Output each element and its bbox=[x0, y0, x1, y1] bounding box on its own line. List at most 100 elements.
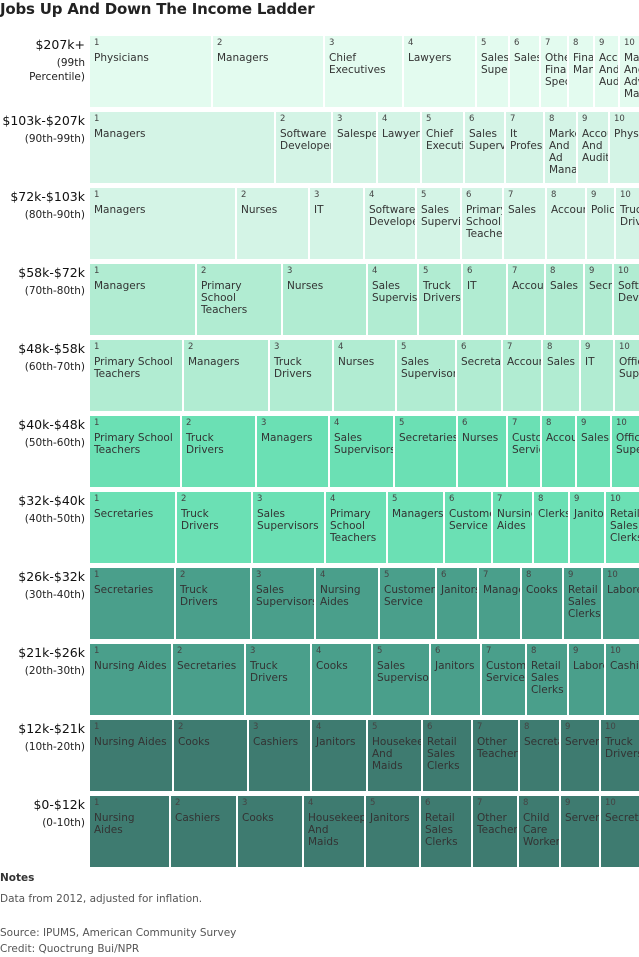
job-cell[interactable]: 4 Sales Supervisors bbox=[368, 264, 419, 335]
job-cell[interactable]: 6 IT bbox=[463, 264, 508, 335]
job-cell[interactable]: 10 Truck Drivers bbox=[601, 720, 639, 791]
job-cell[interactable]: 4 Primary School Teachers bbox=[326, 492, 388, 563]
job-cell[interactable]: 4 Housekeepers And Maids bbox=[304, 796, 366, 867]
job-cell[interactable]: 4 Cooks bbox=[312, 644, 373, 715]
job-cell[interactable]: 6 Janitors bbox=[431, 644, 482, 715]
job-cell[interactable]: 6 Sales bbox=[510, 36, 541, 107]
job-cell[interactable]: 3 Sales Supervisors bbox=[252, 568, 316, 639]
job-cell[interactable]: 4 Sales Supervisors bbox=[330, 416, 395, 487]
job-cell[interactable]: 4 Lawyers bbox=[378, 112, 422, 183]
job-cell[interactable]: 1 Managers bbox=[90, 188, 237, 259]
job-cell[interactable]: 4 Janitors bbox=[312, 720, 368, 791]
job-cell[interactable]: 6 Customer Service bbox=[445, 492, 493, 563]
job-cell[interactable]: 10 Office Supervisors bbox=[612, 416, 639, 487]
job-cell[interactable]: 10 Software Developers bbox=[614, 264, 639, 335]
job-cell[interactable]: 8 Retail Sales Clerks bbox=[527, 644, 569, 715]
job-cell[interactable]: 1 Managers bbox=[90, 112, 276, 183]
job-cell[interactable]: 6 Retail Sales Clerks bbox=[421, 796, 473, 867]
job-cell[interactable]: 4 Software Developers bbox=[365, 188, 417, 259]
job-cell[interactable]: 1 Nursing Aides bbox=[90, 720, 174, 791]
job-cell[interactable]: 5 Secretaries bbox=[395, 416, 458, 487]
job-cell[interactable]: 5 Managers bbox=[388, 492, 445, 563]
job-cell[interactable]: 3 IT bbox=[310, 188, 365, 259]
job-cell[interactable]: 9 Janitors bbox=[570, 492, 606, 563]
job-cell[interactable]: 1 Primary School Teachers bbox=[90, 340, 184, 411]
job-cell[interactable]: 10 Laborers bbox=[603, 568, 639, 639]
job-cell[interactable]: 8 Sales bbox=[546, 264, 585, 335]
job-cell[interactable]: 9 Retail Sales Clerks bbox=[564, 568, 603, 639]
job-cell[interactable]: 5 Sales Supervisors bbox=[477, 36, 510, 107]
job-cell[interactable]: 3 Truck Drivers bbox=[246, 644, 312, 715]
job-cell[interactable]: 1 Physicians bbox=[90, 36, 213, 107]
job-cell[interactable]: 5 Truck Drivers bbox=[419, 264, 463, 335]
job-cell[interactable]: 9 Police bbox=[587, 188, 616, 259]
job-cell[interactable]: 8 Accountants bbox=[547, 188, 587, 259]
job-cell[interactable]: 1 Managers bbox=[90, 264, 197, 335]
job-cell[interactable]: 3 Cashiers bbox=[249, 720, 312, 791]
job-cell[interactable]: 6 Retail Sales Clerks bbox=[423, 720, 473, 791]
job-cell[interactable]: 3 Salespersons bbox=[333, 112, 378, 183]
job-cell[interactable]: 9 Accountants And Auditors bbox=[595, 36, 620, 107]
job-cell[interactable]: 7 Accountants bbox=[503, 340, 543, 411]
job-cell[interactable]: 10 Cashiers bbox=[606, 644, 639, 715]
job-cell[interactable]: 8 Clerks bbox=[534, 492, 570, 563]
job-cell[interactable]: 5 Janitors bbox=[366, 796, 421, 867]
job-cell[interactable]: 7 Customer Service bbox=[508, 416, 542, 487]
job-cell[interactable]: 7 Other Teachers bbox=[473, 796, 519, 867]
job-cell[interactable]: 3 Cooks bbox=[238, 796, 304, 867]
job-cell[interactable]: 2 Managers bbox=[184, 340, 270, 411]
job-cell[interactable]: 7 Other Teachers bbox=[473, 720, 520, 791]
job-cell[interactable]: 1 Nursing Aides bbox=[90, 796, 171, 867]
job-cell[interactable]: 7 Customer Service bbox=[482, 644, 527, 715]
job-cell[interactable]: 6 Sales Supervisors bbox=[465, 112, 506, 183]
job-cell[interactable]: 8 Accountants bbox=[542, 416, 577, 487]
job-cell[interactable]: 7 Other Financial Specialists bbox=[541, 36, 569, 107]
job-cell[interactable]: 7 Sales bbox=[504, 188, 547, 259]
job-cell[interactable]: 2 Cashiers bbox=[171, 796, 238, 867]
job-cell[interactable]: 1 Secretaries bbox=[90, 492, 177, 563]
job-cell[interactable]: 10 Truck Drivers bbox=[616, 188, 639, 259]
job-cell[interactable]: 3 Nurses bbox=[283, 264, 368, 335]
job-cell[interactable]: 1 Secretaries bbox=[90, 568, 176, 639]
job-cell[interactable]: 10 Office Supervisors bbox=[615, 340, 639, 411]
job-cell[interactable]: 8 Sales bbox=[543, 340, 581, 411]
job-cell[interactable]: 7 Accountants bbox=[508, 264, 546, 335]
job-cell[interactable]: 8 Child Care Workers bbox=[519, 796, 561, 867]
job-cell[interactable]: 10 Physicians bbox=[610, 112, 639, 183]
job-cell[interactable]: 5 Sales Supervisors bbox=[417, 188, 462, 259]
job-cell[interactable]: 7 Managers bbox=[479, 568, 522, 639]
job-cell[interactable]: 6 Nurses bbox=[458, 416, 508, 487]
job-cell[interactable]: 2 Secretaries bbox=[173, 644, 246, 715]
job-cell[interactable]: 2 Truck Drivers bbox=[176, 568, 252, 639]
job-cell[interactable]: 5 Customer Service bbox=[380, 568, 437, 639]
job-cell[interactable]: 9 Accountants And Auditors bbox=[578, 112, 610, 183]
job-cell[interactable]: 5 Sales Supervisors bbox=[373, 644, 431, 715]
job-cell[interactable]: 7 It Professionals bbox=[506, 112, 545, 183]
job-cell[interactable]: 10 Secretaries bbox=[601, 796, 639, 867]
job-cell[interactable]: 6 Janitors bbox=[437, 568, 479, 639]
job-cell[interactable]: 9 Servers bbox=[561, 796, 601, 867]
job-cell[interactable]: 2 Truck Drivers bbox=[177, 492, 253, 563]
job-cell[interactable]: 3 Truck Drivers bbox=[270, 340, 334, 411]
job-cell[interactable]: 5 Housekeepers And Maids bbox=[368, 720, 423, 791]
job-cell[interactable]: 9 Sales bbox=[577, 416, 612, 487]
job-cell[interactable]: 2 Software Developers bbox=[276, 112, 333, 183]
job-cell[interactable]: 4 Nurses bbox=[334, 340, 397, 411]
job-cell[interactable]: 10 Marketing And Advertising Managers bbox=[620, 36, 639, 107]
job-cell[interactable]: 9 IT bbox=[581, 340, 615, 411]
job-cell[interactable]: 2 Primary School Teachers bbox=[197, 264, 283, 335]
job-cell[interactable]: 3 Chief Executives bbox=[325, 36, 404, 107]
job-cell[interactable]: 4 Nursing Aides bbox=[316, 568, 380, 639]
job-cell[interactable]: 6 Primary School Teachers bbox=[462, 188, 504, 259]
job-cell[interactable]: 2 Cooks bbox=[174, 720, 249, 791]
job-cell[interactable]: 2 Nurses bbox=[237, 188, 310, 259]
job-cell[interactable]: 5 Chief Executives bbox=[422, 112, 465, 183]
job-cell[interactable]: 2 Truck Drivers bbox=[182, 416, 257, 487]
job-cell[interactable]: 9 Secretaries bbox=[585, 264, 614, 335]
job-cell[interactable]: 1 Primary School Teachers bbox=[90, 416, 182, 487]
job-cell[interactable]: 8 Secretaries bbox=[520, 720, 561, 791]
job-cell[interactable]: 3 Sales Supervisors bbox=[253, 492, 326, 563]
job-cell[interactable]: 6 Secretaries bbox=[457, 340, 503, 411]
job-cell[interactable]: 9 Servers bbox=[561, 720, 601, 791]
job-cell[interactable]: 9 Laborers bbox=[569, 644, 606, 715]
